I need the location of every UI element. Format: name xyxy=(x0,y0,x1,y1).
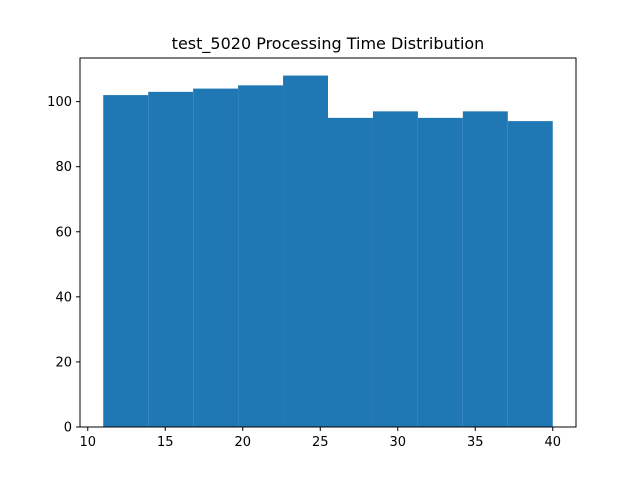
bars-group xyxy=(103,75,553,428)
histogram-bar-0 xyxy=(103,95,149,427)
x-tick-label-4: 30 xyxy=(389,435,406,450)
chart-title: test_5020 Processing Time Distribution xyxy=(172,34,485,54)
y-tick-label-4: 80 xyxy=(55,160,72,175)
x-tick-label-0: 10 xyxy=(79,435,96,450)
histogram-bar-1 xyxy=(148,91,194,427)
x-tick-label-1: 15 xyxy=(157,435,174,450)
x-tick-label-6: 40 xyxy=(544,435,561,450)
y-tick-label-3: 60 xyxy=(55,225,72,240)
histogram-bar-3 xyxy=(238,85,284,427)
x-tick-label-5: 35 xyxy=(467,435,484,450)
histogram-bar-6 xyxy=(372,111,418,427)
y-tick-label-1: 20 xyxy=(55,355,72,370)
y-tick-label-5: 100 xyxy=(47,95,72,110)
histogram-bar-2 xyxy=(193,88,239,427)
histogram-bar-4 xyxy=(283,75,328,428)
histogram-bar-5 xyxy=(328,117,373,427)
y-tick-label-2: 40 xyxy=(55,290,72,305)
histogram-bar-7 xyxy=(417,117,463,427)
histogram-bar-9 xyxy=(507,121,553,427)
y-tick-label-0: 0 xyxy=(64,421,72,436)
x-tick-label-2: 20 xyxy=(234,435,251,450)
axes-group: 10 15 20 25 30 35 40 0 20 40 60 80 100 xyxy=(47,57,577,450)
histogram-bar-8 xyxy=(462,111,508,427)
plot-frame xyxy=(79,57,577,428)
x-tick-label-3: 25 xyxy=(312,435,329,450)
